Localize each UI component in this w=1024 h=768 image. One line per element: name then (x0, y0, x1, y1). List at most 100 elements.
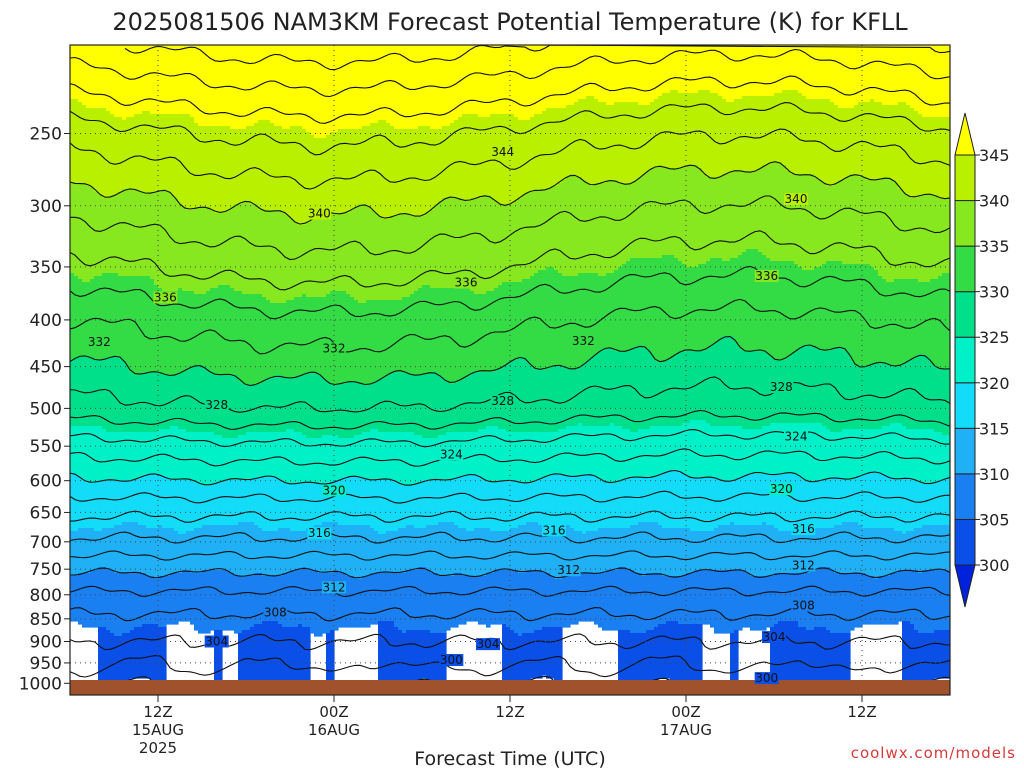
field-cell (130, 189, 135, 277)
field-cell (222, 126, 227, 214)
field-cell (942, 480, 947, 526)
field-cell (74, 531, 79, 577)
field-cell (362, 477, 367, 526)
field-cell (226, 570, 231, 631)
field-cell (682, 624, 687, 694)
field-cell (946, 630, 950, 679)
field-cell (234, 525, 239, 577)
field-cell (758, 45, 763, 97)
field-cell (534, 189, 539, 274)
field-cell (150, 192, 155, 280)
field-cell (526, 522, 531, 571)
field-cell (386, 573, 391, 622)
field-cell (170, 573, 175, 625)
field-cell (594, 273, 599, 355)
field-cell (294, 570, 299, 628)
field-cell (102, 567, 107, 628)
field-cell (922, 117, 927, 196)
field-cell (526, 120, 531, 193)
field-cell (298, 375, 303, 433)
field-cell (278, 432, 283, 481)
field-cell (326, 573, 331, 634)
field-cell (582, 180, 587, 274)
field-cell (474, 372, 479, 433)
field-cell (334, 213, 339, 292)
field-cell (606, 180, 611, 274)
field-cell (398, 483, 403, 529)
field-cell (566, 177, 571, 277)
field-cell (818, 423, 823, 481)
field-cell (850, 174, 855, 265)
field-cell (330, 132, 335, 214)
field-cell (422, 480, 427, 529)
field-cell (574, 276, 579, 370)
field-cell (686, 351, 691, 424)
field-cell (802, 45, 807, 97)
field-cell (518, 636, 523, 685)
field-cell (910, 360, 915, 430)
field-cell (934, 279, 939, 367)
field-cell (82, 357, 87, 427)
field-cell (882, 426, 887, 475)
field-cell (126, 522, 131, 574)
field-cell (418, 288, 423, 376)
field-cell (910, 480, 915, 532)
field-cell (610, 483, 615, 529)
field-cell (450, 522, 455, 577)
field-cell (638, 477, 643, 523)
y-tick-label: 900 (30, 632, 62, 652)
field-cell (910, 279, 915, 361)
field-cell (918, 45, 923, 115)
contour-line (70, 102, 950, 156)
field-cell (374, 531, 379, 574)
field-cell (250, 45, 255, 127)
grid-lines (70, 45, 950, 695)
field-cell (914, 570, 919, 631)
field-cell (158, 474, 163, 526)
field-cell (102, 528, 107, 568)
field-cell (422, 375, 427, 439)
ground-bar (70, 680, 950, 695)
field-cell (442, 288, 447, 379)
field-cell (854, 522, 859, 574)
field-cell (830, 45, 835, 103)
field-cell (230, 438, 235, 481)
field-cell (138, 192, 143, 277)
field-cell (322, 573, 327, 634)
field-cell (542, 525, 547, 574)
field-cell (634, 45, 639, 103)
field-cell (178, 114, 183, 205)
field-cell (854, 105, 859, 175)
field-cell (86, 108, 91, 187)
colorbar-segment (954, 473, 976, 520)
field-cell (770, 525, 775, 577)
field-cell (690, 477, 695, 532)
field-cell (350, 297, 355, 382)
field-cell (926, 633, 931, 682)
field-cell (722, 480, 727, 526)
field-cell (474, 432, 479, 475)
field-cell (450, 123, 455, 199)
field-cell (242, 129, 247, 202)
field-cell (142, 111, 147, 193)
field-cell (242, 576, 247, 631)
contour-label-bg (754, 269, 779, 282)
field-cell (194, 45, 199, 124)
field-cell (366, 576, 371, 628)
field-cell (378, 432, 383, 481)
field-cell (538, 114, 543, 190)
field-cell (110, 273, 115, 358)
field-cell (430, 45, 435, 130)
field-cell (370, 210, 375, 301)
colorbar-label: 315 (979, 419, 1010, 438)
field-cell (190, 45, 195, 118)
field-cell (710, 93, 715, 178)
field-cell (178, 45, 183, 115)
field-cell (426, 525, 431, 571)
field-cell (918, 633, 923, 685)
field-cell (926, 429, 931, 484)
field-cell (334, 132, 339, 214)
field-cell (670, 357, 675, 427)
field-cell (730, 633, 735, 694)
field-cell (778, 93, 783, 163)
